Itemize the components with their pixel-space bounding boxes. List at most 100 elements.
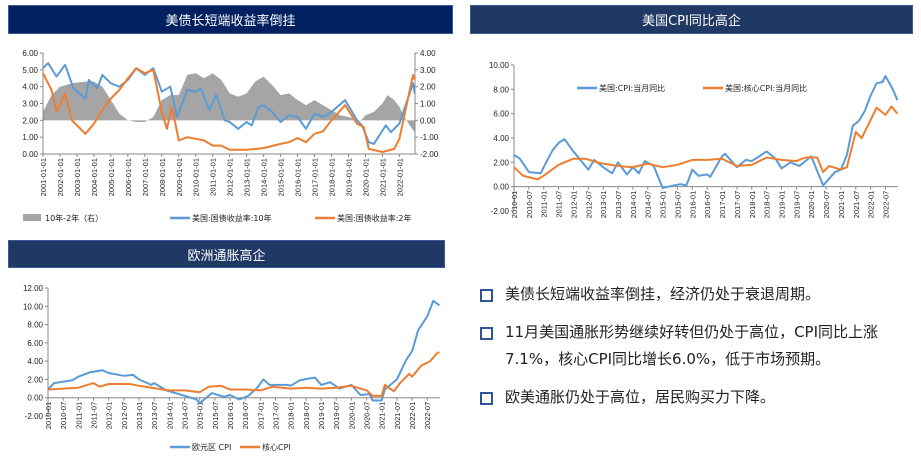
x-tick-label: 2013-07 xyxy=(150,402,159,430)
x-tick-label: 2021-07 xyxy=(852,191,861,219)
legend-label: 10年-2年（右） xyxy=(45,213,103,223)
x-tick-label: 2014-07 xyxy=(644,191,653,219)
x-tick-label: 2002-01-01 xyxy=(56,158,65,196)
chart2-header: 美国CPI同比高企 xyxy=(470,5,913,34)
y-tick-label: 4.00 xyxy=(27,357,43,366)
x-tick-label: 2016-01 xyxy=(226,402,235,430)
x-tick-label: 2011-01-01 xyxy=(209,158,218,196)
y-tick-label: 6.00 xyxy=(22,49,38,58)
bullet-text: 美债长短端收益率倒挂，经济仍处于衰退周期。 xyxy=(505,285,821,303)
x-tick-label: 2010-01 xyxy=(510,191,519,219)
x-tick-label: 2012-07 xyxy=(584,191,593,219)
x-tick-label: 2011-01 xyxy=(540,191,549,218)
x-tick-label: 2021-01 xyxy=(378,402,387,430)
y2-tick-label: 4.00 xyxy=(420,49,436,58)
legend-label: 美国:国债收益率:2年 xyxy=(337,213,411,223)
y-tick-label: -2.00 xyxy=(25,412,44,421)
x-tick-label: 2008-01-01 xyxy=(158,158,167,196)
x-tick-label: 2012-01-01 xyxy=(226,158,235,196)
legend-swatch xyxy=(23,214,41,221)
x-tick-label: 2015-07 xyxy=(673,191,682,219)
y-tick-label: 3.00 xyxy=(22,100,38,109)
x-tick-label: 2017-07 xyxy=(272,402,281,430)
y-tick-label: -2.00 xyxy=(491,207,510,216)
x-tick-label: 2019-01 xyxy=(317,402,326,430)
legend-label: 欧元区 CPI xyxy=(192,442,231,452)
x-tick-label: 2022-01 xyxy=(408,402,417,430)
x-tick-label: 2003-01-01 xyxy=(73,158,82,196)
x-tick-label: 2014-07 xyxy=(181,402,190,430)
y-tick-label: 8.00 xyxy=(27,321,43,330)
x-tick-label: 2005-01-01 xyxy=(107,158,116,196)
x-tick-label: 2017-01 xyxy=(718,191,727,219)
x-tick-label: 2022-07 xyxy=(423,402,432,430)
x-tick-label: 2017-01-01 xyxy=(311,158,320,196)
x-tick-label: 2011-07 xyxy=(90,402,99,429)
x-tick-label: 2016-07 xyxy=(241,402,250,430)
bullet-item: 美债长短端收益率倒挂，经济仍处于衰退周期。 xyxy=(478,281,908,308)
y-tick-label: 0.00 xyxy=(493,183,509,192)
y-tick-label: 6.00 xyxy=(27,339,43,348)
square-bullet-icon xyxy=(480,327,493,340)
y2-tick-label: -2.00 xyxy=(420,150,439,159)
x-tick-label: 2022-01-01 xyxy=(395,158,404,196)
y2-tick-label: 3.00 xyxy=(420,66,436,75)
x-tick-label: 2016-01-01 xyxy=(294,158,303,196)
x-tick-label: 2009-01-01 xyxy=(175,158,184,196)
x-tick-label: 2015-01-01 xyxy=(277,158,286,196)
x-tick-label: 2018-01 xyxy=(287,402,296,430)
legend-label: 美国:CPI:当月同比 xyxy=(599,83,665,93)
legend-label: 美国:国债收益率:10年 xyxy=(192,213,272,223)
y-tick-label: 2.00 xyxy=(27,375,43,384)
legend-label: 核心CPI xyxy=(262,442,291,452)
x-tick-label: 2014-01 xyxy=(165,402,174,430)
x-tick-label: 2022-07 xyxy=(882,191,891,219)
x-tick-label: 2015-01 xyxy=(659,191,668,219)
bullet-item: 11月美国通胀形势继续好转但仍处于高位，CPI同比上涨7.1%，核心CPI同比增… xyxy=(478,319,908,373)
series-line-2 xyxy=(42,67,416,153)
y-tick-label: 2.00 xyxy=(493,158,509,167)
x-tick-label: 2019-07 xyxy=(332,402,341,430)
x-tick-label: 2017-01 xyxy=(256,402,265,430)
x-tick-label: 2016-01 xyxy=(688,191,697,219)
x-tick-label: 2014-01-01 xyxy=(260,158,269,196)
x-tick-label: 2018-07 xyxy=(763,191,772,219)
y-tick-label: 8.00 xyxy=(493,85,509,94)
y-tick-label: 10.00 xyxy=(489,61,510,70)
x-tick-label: 2020-07 xyxy=(363,402,372,430)
series-line-0 xyxy=(513,75,899,189)
x-tick-label: 2019-01-01 xyxy=(344,158,353,196)
x-tick-label: 2020-01 xyxy=(807,191,816,219)
x-tick-label: 2019-01 xyxy=(777,191,786,219)
y-tick-label: 0.00 xyxy=(27,394,43,403)
y-tick-label: 0.00 xyxy=(22,150,38,159)
y-tick-label: 10.00 xyxy=(23,302,44,311)
bullet-text: 欧美通胀仍处于高位，居民购买力下降。 xyxy=(505,388,776,406)
x-tick-label: 2013-01-01 xyxy=(243,158,252,196)
chart2-title: 美国CPI同比高企 xyxy=(642,14,741,29)
y-tick-label: 2.00 xyxy=(22,116,38,125)
y2-tick-label: 0.00 xyxy=(420,116,436,125)
x-tick-label: 2006-01-01 xyxy=(124,158,133,196)
x-tick-label: 2018-01 xyxy=(748,191,757,219)
x-tick-label: 2004-01-01 xyxy=(90,158,99,196)
x-tick-label: 2014-01 xyxy=(629,191,638,219)
y2-tick-label: 1.00 xyxy=(420,100,436,109)
square-bullet-icon xyxy=(480,392,493,405)
x-tick-label: 2012-01 xyxy=(105,402,114,430)
x-tick-label: 2010-01-01 xyxy=(192,158,201,196)
x-tick-label: 2010-01 xyxy=(44,402,53,430)
y2-tick-label: 2.00 xyxy=(420,83,436,92)
x-tick-label: 2011-01 xyxy=(74,402,83,429)
y-tick-label: 6.00 xyxy=(493,110,509,119)
legend-label: 美国:核心CPI:当月同比 xyxy=(725,83,807,93)
x-tick-label: 2019-07 xyxy=(792,191,801,219)
x-tick-label: 2021-01-01 xyxy=(378,158,387,196)
bullet-text: 11月美国通胀形势继续好转但仍处于高位，CPI同比上涨7.1%，核心CPI同比增… xyxy=(505,323,879,368)
y-tick-label: 1.00 xyxy=(22,133,38,142)
x-tick-label: 2012-01 xyxy=(569,191,578,219)
x-tick-label: 2021-07 xyxy=(393,402,402,430)
x-tick-label: 2013-01 xyxy=(599,191,608,219)
x-tick-label: 2010-07 xyxy=(59,402,68,430)
